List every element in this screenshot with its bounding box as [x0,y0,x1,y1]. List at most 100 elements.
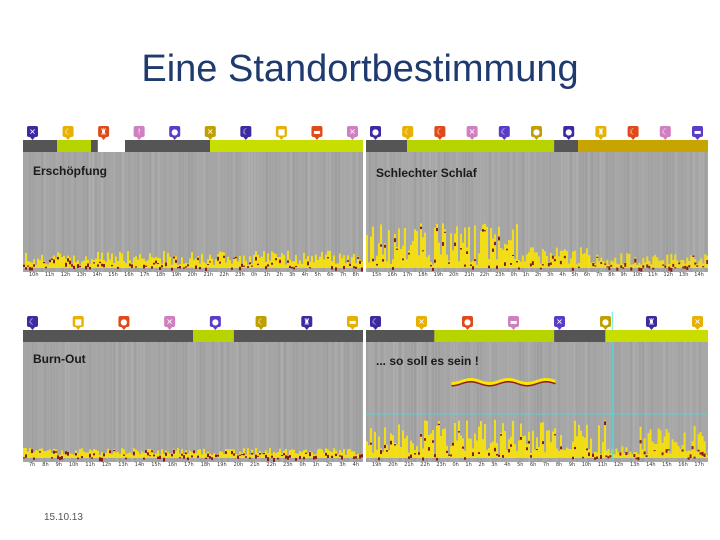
spectrogram-heat [199,263,201,268]
spectrogram-heat [265,450,267,458]
spectrogram-heat [660,260,663,268]
spectrogram-heat [533,252,536,268]
sleep-icon: ☾ [659,126,671,140]
spectrogram-streak [486,152,488,272]
spectrogram-heat [177,264,179,268]
spectrogram-streak [549,152,551,272]
spectrogram-hotspot [313,456,315,460]
spectrogram-heat [494,419,496,458]
spectrogram-heat [321,449,323,458]
spectrogram-hotspot [664,265,667,268]
spectrogram-heat [583,253,586,268]
svg-text:■: ■ [278,128,286,137]
spectrogram-streak [435,152,437,272]
spectrogram-hotspot [113,449,115,452]
spectrogram-heat [157,450,159,458]
tonal-trace [543,378,546,383]
spectrogram-hotspot [67,451,69,456]
spectrogram-hotspot [73,265,75,269]
spectrogram-streak [26,342,28,462]
spectrogram-hotspot [173,449,175,454]
activity-segment [193,330,234,342]
spectrogram-hotspot [432,440,434,443]
spectrogram-hotspot [502,455,504,458]
spectrogram-heat [137,259,139,268]
spectrogram-heat [420,223,422,268]
tonal-trace-core [527,384,530,387]
spectrogram-heat [370,236,372,268]
spectrogram-heat [610,260,613,268]
spectrogram-heat [580,430,582,458]
spectrogram-streak [197,342,199,462]
tonal-trace-core [481,383,484,386]
time-tick-label: 20h [233,462,244,468]
spectrogram-heat [508,239,510,268]
spectrogram-heat [343,449,345,458]
spectrogram-heat [343,255,345,268]
time-tick-label: 3h [339,462,346,468]
spectrogram-hotspot [604,263,607,265]
spectrogram-heat [233,257,235,268]
tonal-trace-core [455,384,458,386]
tonal-trace-core [505,381,508,383]
spectrogram-heat [139,454,141,458]
spectrogram-heat [404,438,406,458]
spectrogram-heat [544,452,546,458]
spectrogram-streak [59,342,61,462]
spectrogram-streak [263,342,265,462]
spectrogram-heat [35,449,37,458]
spectrogram-heat [518,260,520,268]
spectrogram-hotspot [574,446,576,450]
activity-segment [233,330,363,342]
spectrogram-streak [681,152,683,272]
spectrogram-streak [281,152,283,272]
time-tick-label: 7h [29,462,36,468]
time-tick-label: 2h [478,462,485,468]
spectrogram-streak [618,342,620,462]
spectrogram-streak [684,152,686,272]
spectrogram-heat [492,238,494,268]
spectrogram-hotspot [149,455,151,457]
spectrogram-streak [323,342,325,462]
spectrogram-hotspot [151,266,153,269]
spectrogram-hotspot [448,262,450,264]
spectrogram-heat [366,441,368,458]
spectrogram-streak [504,342,506,462]
spectrogram-hotspot [151,450,153,453]
spectrogram-heat [450,446,452,458]
spectrogram-heat [378,436,380,458]
spectrogram-heat [565,251,568,268]
spectrogram-heat [109,259,111,268]
spectrogram-streak [570,152,572,272]
spectrogram-heat [293,261,295,268]
spectrogram-heat [81,448,83,458]
spectrogram-hotspot [293,267,295,270]
spectrogram-heat [406,259,408,268]
spectrogram-hotspot [596,456,598,459]
spectrogram-hotspot [448,454,450,456]
spectrogram-streak [353,342,355,462]
spectrogram-streak [669,342,671,462]
spectrogram-heat [331,261,333,268]
spectrogram-streak [257,152,259,272]
spectrogram-hotspot [646,264,649,268]
spectrogram-hotspot [361,454,363,458]
spectrogram-heat [546,430,548,458]
spectrogram-heat [29,261,31,268]
time-tick-label: 19h [372,462,382,468]
spectrogram-heat [521,255,524,268]
spectrogram-streak [329,342,331,462]
spectrogram-streak [77,152,79,272]
spectrogram-heat [622,264,625,268]
spectrogram-heat [641,449,644,458]
spectrogram-heat [699,431,702,458]
spectrogram-streak [275,152,277,272]
spectrogram-streak [474,152,476,272]
spectrogram-streak [702,152,704,272]
spectrogram-hotspot [353,456,355,459]
spectrogram-heat [209,453,211,458]
spectrogram-heat [323,452,325,458]
spectrogram-streak [62,152,64,272]
spectrogram-hotspot [450,454,452,457]
spectrogram-hotspot [418,452,420,455]
